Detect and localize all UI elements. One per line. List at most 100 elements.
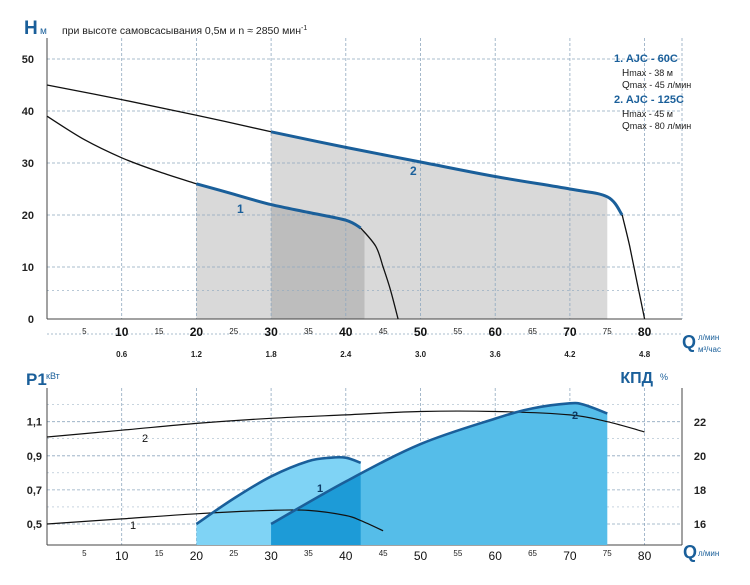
head-curve-2-working: [270, 130, 624, 216]
efficiency-y-unit: %: [660, 372, 668, 382]
head-x-symbol: Q: [682, 332, 696, 352]
head-operating-area: [196, 131, 608, 319]
power-x-tick-major: 30: [264, 549, 278, 563]
head-m3h-tick: 0.6: [116, 350, 128, 359]
head-x-unit-lpm: л/мин: [698, 333, 719, 342]
efficiency-y-tick: 18: [694, 485, 706, 497]
power-x-unit: л/мин: [698, 549, 719, 558]
head-x-tick-minor: 5: [82, 327, 87, 336]
head-x-tick-major: 20: [190, 325, 204, 339]
head-curve-2-left: [46, 84, 272, 133]
efficiency-curve-label-2: 2: [572, 410, 578, 422]
head-m3h-tick: 3.0: [415, 350, 427, 359]
head-x-tick-major: 40: [339, 325, 353, 339]
power-x-tick-major: 60: [489, 549, 503, 563]
head-x-tick-major: 50: [414, 325, 428, 339]
power-x-tick-major: 70: [563, 549, 577, 563]
head-x-tick-minor: 75: [603, 327, 612, 336]
head-x-tick-minor: 35: [304, 327, 313, 336]
head-m3h-tick: 2.4: [340, 350, 352, 359]
efficiency-curve-label-1: 1: [317, 483, 323, 495]
efficiency-y-tick-labels: 16 18 20 22: [694, 417, 706, 531]
power-y-tick-labels: 0,5 0,7 0,9 1,1: [27, 417, 42, 531]
efficiency-curve-1: [195, 455, 362, 526]
head-curve-label-2: 2: [410, 164, 417, 178]
head-grid: [46, 38, 683, 335]
efficiency-y-symbol: КПД: [620, 370, 653, 387]
model-legend: 1. AJC - 60C Hmax - 38 м Qmax - 45 л/мин…: [614, 53, 691, 132]
head-y-tick: 30: [22, 158, 34, 170]
power-y-tick: 0,9: [27, 451, 42, 463]
power-x-tick-minor: 55: [453, 549, 462, 558]
power-x-tick-major: 20: [190, 549, 204, 563]
power-x-tick-minor: 65: [528, 549, 537, 558]
power-x-symbol: Q: [683, 542, 697, 562]
power-y-tick: 0,5: [27, 519, 42, 531]
legend-model-2-qmax: Qmax - 80 л/мин: [622, 121, 691, 132]
head-x-tick-major: 70: [563, 325, 577, 339]
head-y-tick: 40: [22, 106, 34, 118]
head-shade-overlap: [271, 204, 365, 319]
head-m3h-tick: 1.2: [191, 350, 203, 359]
head-y-tick: 10: [22, 262, 34, 274]
power-y-tick: 0,7: [27, 485, 42, 497]
power-curve-1: [46, 509, 384, 532]
head-curve-1-working: [196, 182, 362, 230]
efficiency-fill-overlap: [271, 474, 361, 545]
head-m3h-tick: 1.8: [266, 350, 278, 359]
power-x-tick-major: 40: [339, 549, 353, 563]
power-x-tick-labels: 10 20 30 40 50 60 70 80 5 15 25 35 45 55 65 75: [82, 549, 651, 563]
power-x-tick-minor: 45: [379, 549, 388, 558]
head-y-tick: 20: [22, 210, 34, 222]
efficiency-y-tick: 22: [694, 417, 706, 429]
head-m3h-tick: 4.8: [639, 350, 651, 359]
power-y-symbol: P1: [26, 370, 47, 389]
head-curve-1-right: [360, 227, 399, 320]
power-curve-label-2: 2: [142, 433, 148, 445]
legend-model-1-qmax: Qmax - 45 л/мин: [622, 80, 691, 91]
power-x-tick-minor: 35: [304, 549, 313, 558]
head-x-tick-minor: 55: [453, 327, 462, 336]
power-x-tick-minor: 15: [155, 549, 164, 558]
head-x-tick-major: 60: [489, 325, 503, 339]
head-x-tick-labels: 10 20 30 40 50 60 70 80 5 15 25 35 45 55 65 75: [82, 325, 651, 339]
head-y-symbol: H: [24, 18, 38, 39]
power-curve-2: [46, 410, 645, 438]
head-y-tick-labels: 0 10 20 30 40 50: [22, 54, 34, 326]
head-x-unit-m3h: м³/час: [698, 345, 721, 354]
power-x-tick-minor: 25: [229, 549, 238, 558]
efficiency-fills: [196, 403, 608, 545]
head-x-tick-major: 80: [638, 325, 652, 339]
power-x-tick-major: 50: [414, 549, 428, 563]
head-y-unit: м: [40, 26, 47, 37]
head-x-tick-minor: 65: [528, 327, 537, 336]
head-x-tick-minor: 45: [379, 327, 388, 336]
head-m3h-tick: 3.6: [490, 350, 502, 359]
power-y-unit: кВт: [46, 371, 60, 381]
legend-model-1-hmax: Hmax - 38 м: [622, 68, 673, 79]
head-subtitle: при высоте самовсасывания 0,5м и n ≈ 285…: [62, 25, 307, 37]
head-m3h-tick-labels: 0.6 1.2 1.8 2.4 3.0 3.6 4.2 4.8: [116, 350, 651, 359]
head-y-tick: 0: [28, 314, 34, 326]
power-x-tick-minor: 75: [603, 549, 612, 558]
head-x-tick-minor: 15: [155, 327, 164, 336]
power-x-tick-minor: 5: [82, 549, 87, 558]
head-x-tick-minor: 25: [229, 327, 238, 336]
legend-model-1-title: 1. AJC - 60C: [614, 53, 678, 65]
head-curve-label-1: 1: [237, 202, 244, 216]
head-m3h-tick: 4.2: [564, 350, 576, 359]
efficiency-y-tick: 16: [694, 519, 706, 531]
head-curve-2-right: [621, 214, 646, 320]
legend-model-2-hmax: Hmax - 45 м: [622, 109, 673, 120]
head-x-tick-major: 30: [264, 325, 278, 339]
head-curve-1-left: [46, 115, 197, 185]
power-y-tick: 1,1: [27, 417, 42, 429]
power-x-tick-major: 10: [115, 549, 129, 563]
head-y-tick: 50: [22, 54, 34, 66]
efficiency-y-tick: 20: [694, 451, 706, 463]
power-x-tick-major: 80: [638, 549, 652, 563]
power-curve-label-1: 1: [130, 520, 136, 532]
head-x-tick-major: 10: [115, 325, 129, 339]
